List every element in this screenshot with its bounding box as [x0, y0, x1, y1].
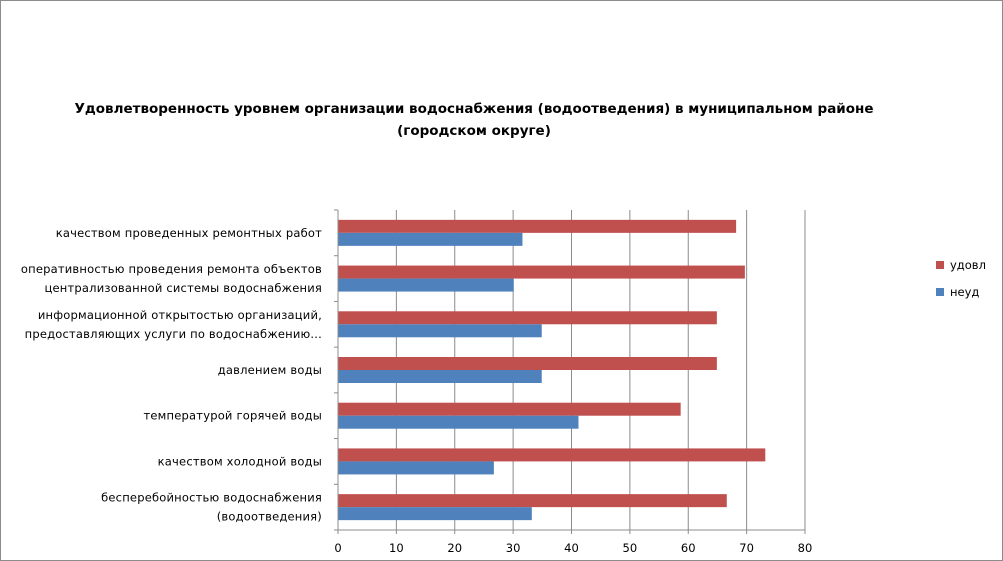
category-label: предоставляющих услуги по водоснабжению.…: [25, 327, 322, 341]
chart-title: Удовлетворенность уровнем организации во…: [74, 101, 873, 139]
category-label: качеством холодной воды: [158, 454, 322, 468]
bar-удовл: [338, 311, 717, 325]
category-label: (водоотведения): [217, 510, 322, 524]
legend: удовл неуд: [936, 258, 986, 299]
bar-неуд: [338, 324, 542, 338]
bar-неуд: [338, 415, 579, 429]
x-tick-label: 60: [681, 541, 696, 555]
category-label: оперативностью проведения ремонта объект…: [21, 262, 322, 276]
chart-title-line: Удовлетворенность уровнем организации во…: [74, 101, 873, 117]
x-tick-label: 40: [564, 541, 579, 555]
bar-неуд: [338, 507, 532, 521]
bar-неуд: [338, 232, 523, 246]
bar-неуд: [338, 370, 542, 383]
x-tick-label: 10: [389, 541, 404, 555]
bar-удовл: [338, 402, 681, 416]
legend-swatch-удовл: [936, 261, 944, 269]
bar-удовл: [338, 357, 717, 370]
category-label: бесперебойностью водоснабжения: [101, 491, 322, 505]
category-label: давлением воды: [218, 363, 322, 377]
category-label: информационной открытостью организаций,: [38, 308, 322, 322]
x-tick-labels: 0 10 20 30 40 50 60 70 80: [334, 541, 812, 555]
x-tick-label: 80: [798, 541, 813, 555]
category-labels: качеством проведенных ремонтных работ опе…: [21, 226, 322, 524]
category-label: температурой горячей воды: [144, 409, 323, 423]
bar-неуд: [338, 278, 514, 292]
x-tick-label: 0: [334, 541, 341, 555]
legend-label-удовл: удовл: [950, 258, 986, 272]
category-label: качеством проведенных ремонтных работ: [56, 226, 322, 240]
x-tick-label: 30: [506, 541, 521, 555]
chart-title-line: (городском округе): [397, 123, 551, 139]
bars: [338, 219, 766, 521]
category-label: централизованной системы водоснабжения: [44, 281, 322, 295]
bar-удовл: [338, 265, 745, 279]
axes: [334, 209, 806, 534]
bar-удовл: [338, 219, 737, 233]
bar-удовл: [338, 494, 727, 508]
bar-неуд: [338, 461, 494, 475]
legend-label-неуд: неуд: [950, 285, 979, 299]
bar-удовл: [338, 448, 766, 462]
x-tick-label: 20: [447, 541, 462, 555]
x-tick-label: 50: [623, 541, 638, 555]
x-tick-label: 70: [739, 541, 754, 555]
legend-swatch-неуд: [936, 288, 944, 296]
